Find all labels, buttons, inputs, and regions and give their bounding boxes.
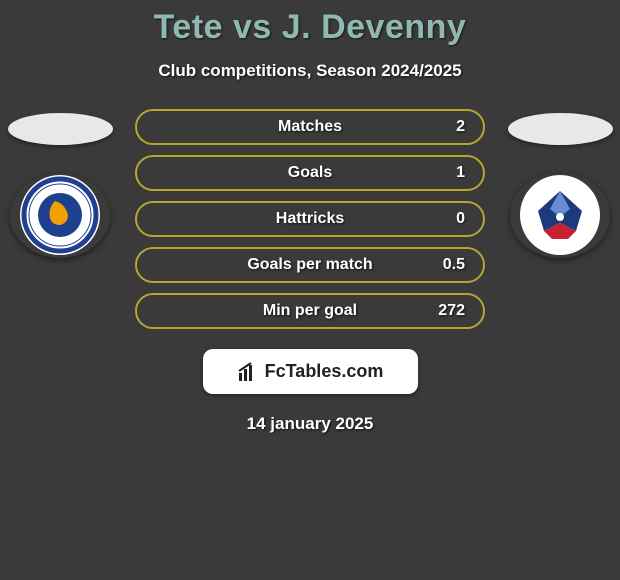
- stat-label: Min per goal: [263, 302, 357, 320]
- right-side: [505, 109, 615, 258]
- stat-label: Matches: [278, 118, 342, 136]
- stats-column: Matches 2 Goals 1 Hattricks 0 Goals per match 0…: [135, 109, 485, 329]
- club-crest-left: [10, 173, 110, 258]
- layout-row: Matches 2 Goals 1 Hattricks 0 Goals per match 0…: [0, 109, 620, 329]
- comparison-container: Tete vs J. Devenny Club competitions, Se…: [0, 0, 620, 434]
- stat-value-right: 1: [425, 164, 465, 182]
- stat-label: Goals per match: [247, 256, 372, 274]
- stat-label: Goals: [288, 164, 332, 182]
- left-side: [5, 109, 115, 258]
- stat-value-right: 272: [425, 302, 465, 320]
- stat-value-right: 0: [425, 210, 465, 228]
- stat-pill: Goals per match 0.5: [135, 247, 485, 283]
- stat-pill: Min per goal 272: [135, 293, 485, 329]
- player-photo-left: [8, 113, 113, 145]
- stat-label: Hattricks: [276, 210, 344, 228]
- subtitle: Club competitions, Season 2024/2025: [0, 61, 620, 81]
- stat-value-right: 2: [425, 118, 465, 136]
- leicester-crest-svg: [10, 173, 110, 258]
- watermark-badge[interactable]: FcTables.com: [203, 349, 418, 394]
- watermark-text: FcTables.com: [265, 361, 384, 382]
- stat-pill: Hattricks 0: [135, 201, 485, 237]
- club-crest-right: [510, 173, 610, 258]
- chart-icon: [237, 361, 259, 383]
- page-title: Tete vs J. Devenny: [0, 8, 620, 47]
- date-label: 14 january 2025: [0, 414, 620, 434]
- crystal-palace-crest-svg: [510, 173, 610, 258]
- player-photo-right: [508, 113, 613, 145]
- stat-pill: Matches 2: [135, 109, 485, 145]
- stat-value-right: 0.5: [425, 256, 465, 274]
- stat-pill: Goals 1: [135, 155, 485, 191]
